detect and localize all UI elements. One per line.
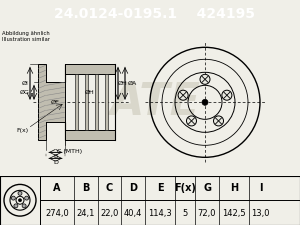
Text: G: G <box>203 183 211 193</box>
Text: Abbildung ähnlich: Abbildung ähnlich <box>2 31 50 36</box>
Circle shape <box>11 196 15 200</box>
Circle shape <box>222 90 232 100</box>
Circle shape <box>25 196 29 200</box>
Text: ØE: ØE <box>51 100 60 105</box>
Text: ØA: ØA <box>128 81 136 86</box>
Circle shape <box>187 116 196 126</box>
Text: F(x): F(x) <box>174 183 196 193</box>
Text: C: C <box>106 183 113 193</box>
Text: 72,0: 72,0 <box>198 209 216 218</box>
Text: D: D <box>53 160 58 165</box>
Bar <box>46 82 65 122</box>
Text: F(x): F(x) <box>16 128 28 133</box>
Text: B: B <box>82 183 90 193</box>
Circle shape <box>22 204 26 208</box>
Text: ØI: ØI <box>22 81 28 86</box>
Circle shape <box>202 99 208 105</box>
Text: 114,3: 114,3 <box>148 209 172 218</box>
Text: H: H <box>230 183 238 193</box>
Circle shape <box>214 116 224 126</box>
Text: I: I <box>259 183 262 193</box>
Bar <box>65 64 115 74</box>
Text: 274,0: 274,0 <box>45 209 69 218</box>
Text: 24,1: 24,1 <box>77 209 95 218</box>
Circle shape <box>178 90 188 100</box>
Circle shape <box>18 191 22 195</box>
Bar <box>95 74 98 130</box>
Text: B: B <box>53 154 58 159</box>
Bar <box>105 74 108 130</box>
Text: 5: 5 <box>182 209 188 218</box>
Text: ATE: ATE <box>110 81 200 124</box>
Bar <box>75 74 78 130</box>
Circle shape <box>14 204 18 208</box>
Text: 22,0: 22,0 <box>100 209 119 218</box>
Text: ØH: ØH <box>118 81 128 86</box>
Text: 142,5: 142,5 <box>222 209 246 218</box>
Text: Illustration similar: Illustration similar <box>2 37 50 42</box>
Circle shape <box>19 199 22 202</box>
Text: E: E <box>157 183 163 193</box>
Text: 24.0124-0195.1    424195: 24.0124-0195.1 424195 <box>55 7 256 21</box>
Text: 40,4: 40,4 <box>124 209 142 218</box>
Text: ØG: ØG <box>20 90 30 95</box>
Text: ØH: ØH <box>85 90 95 95</box>
Text: 13,0: 13,0 <box>251 209 270 218</box>
Bar <box>38 64 46 140</box>
Text: A: A <box>53 183 61 193</box>
Text: C (MTH): C (MTH) <box>57 149 83 154</box>
Bar <box>85 74 88 130</box>
Text: D: D <box>129 183 137 193</box>
Circle shape <box>200 74 210 84</box>
Bar <box>65 130 115 140</box>
